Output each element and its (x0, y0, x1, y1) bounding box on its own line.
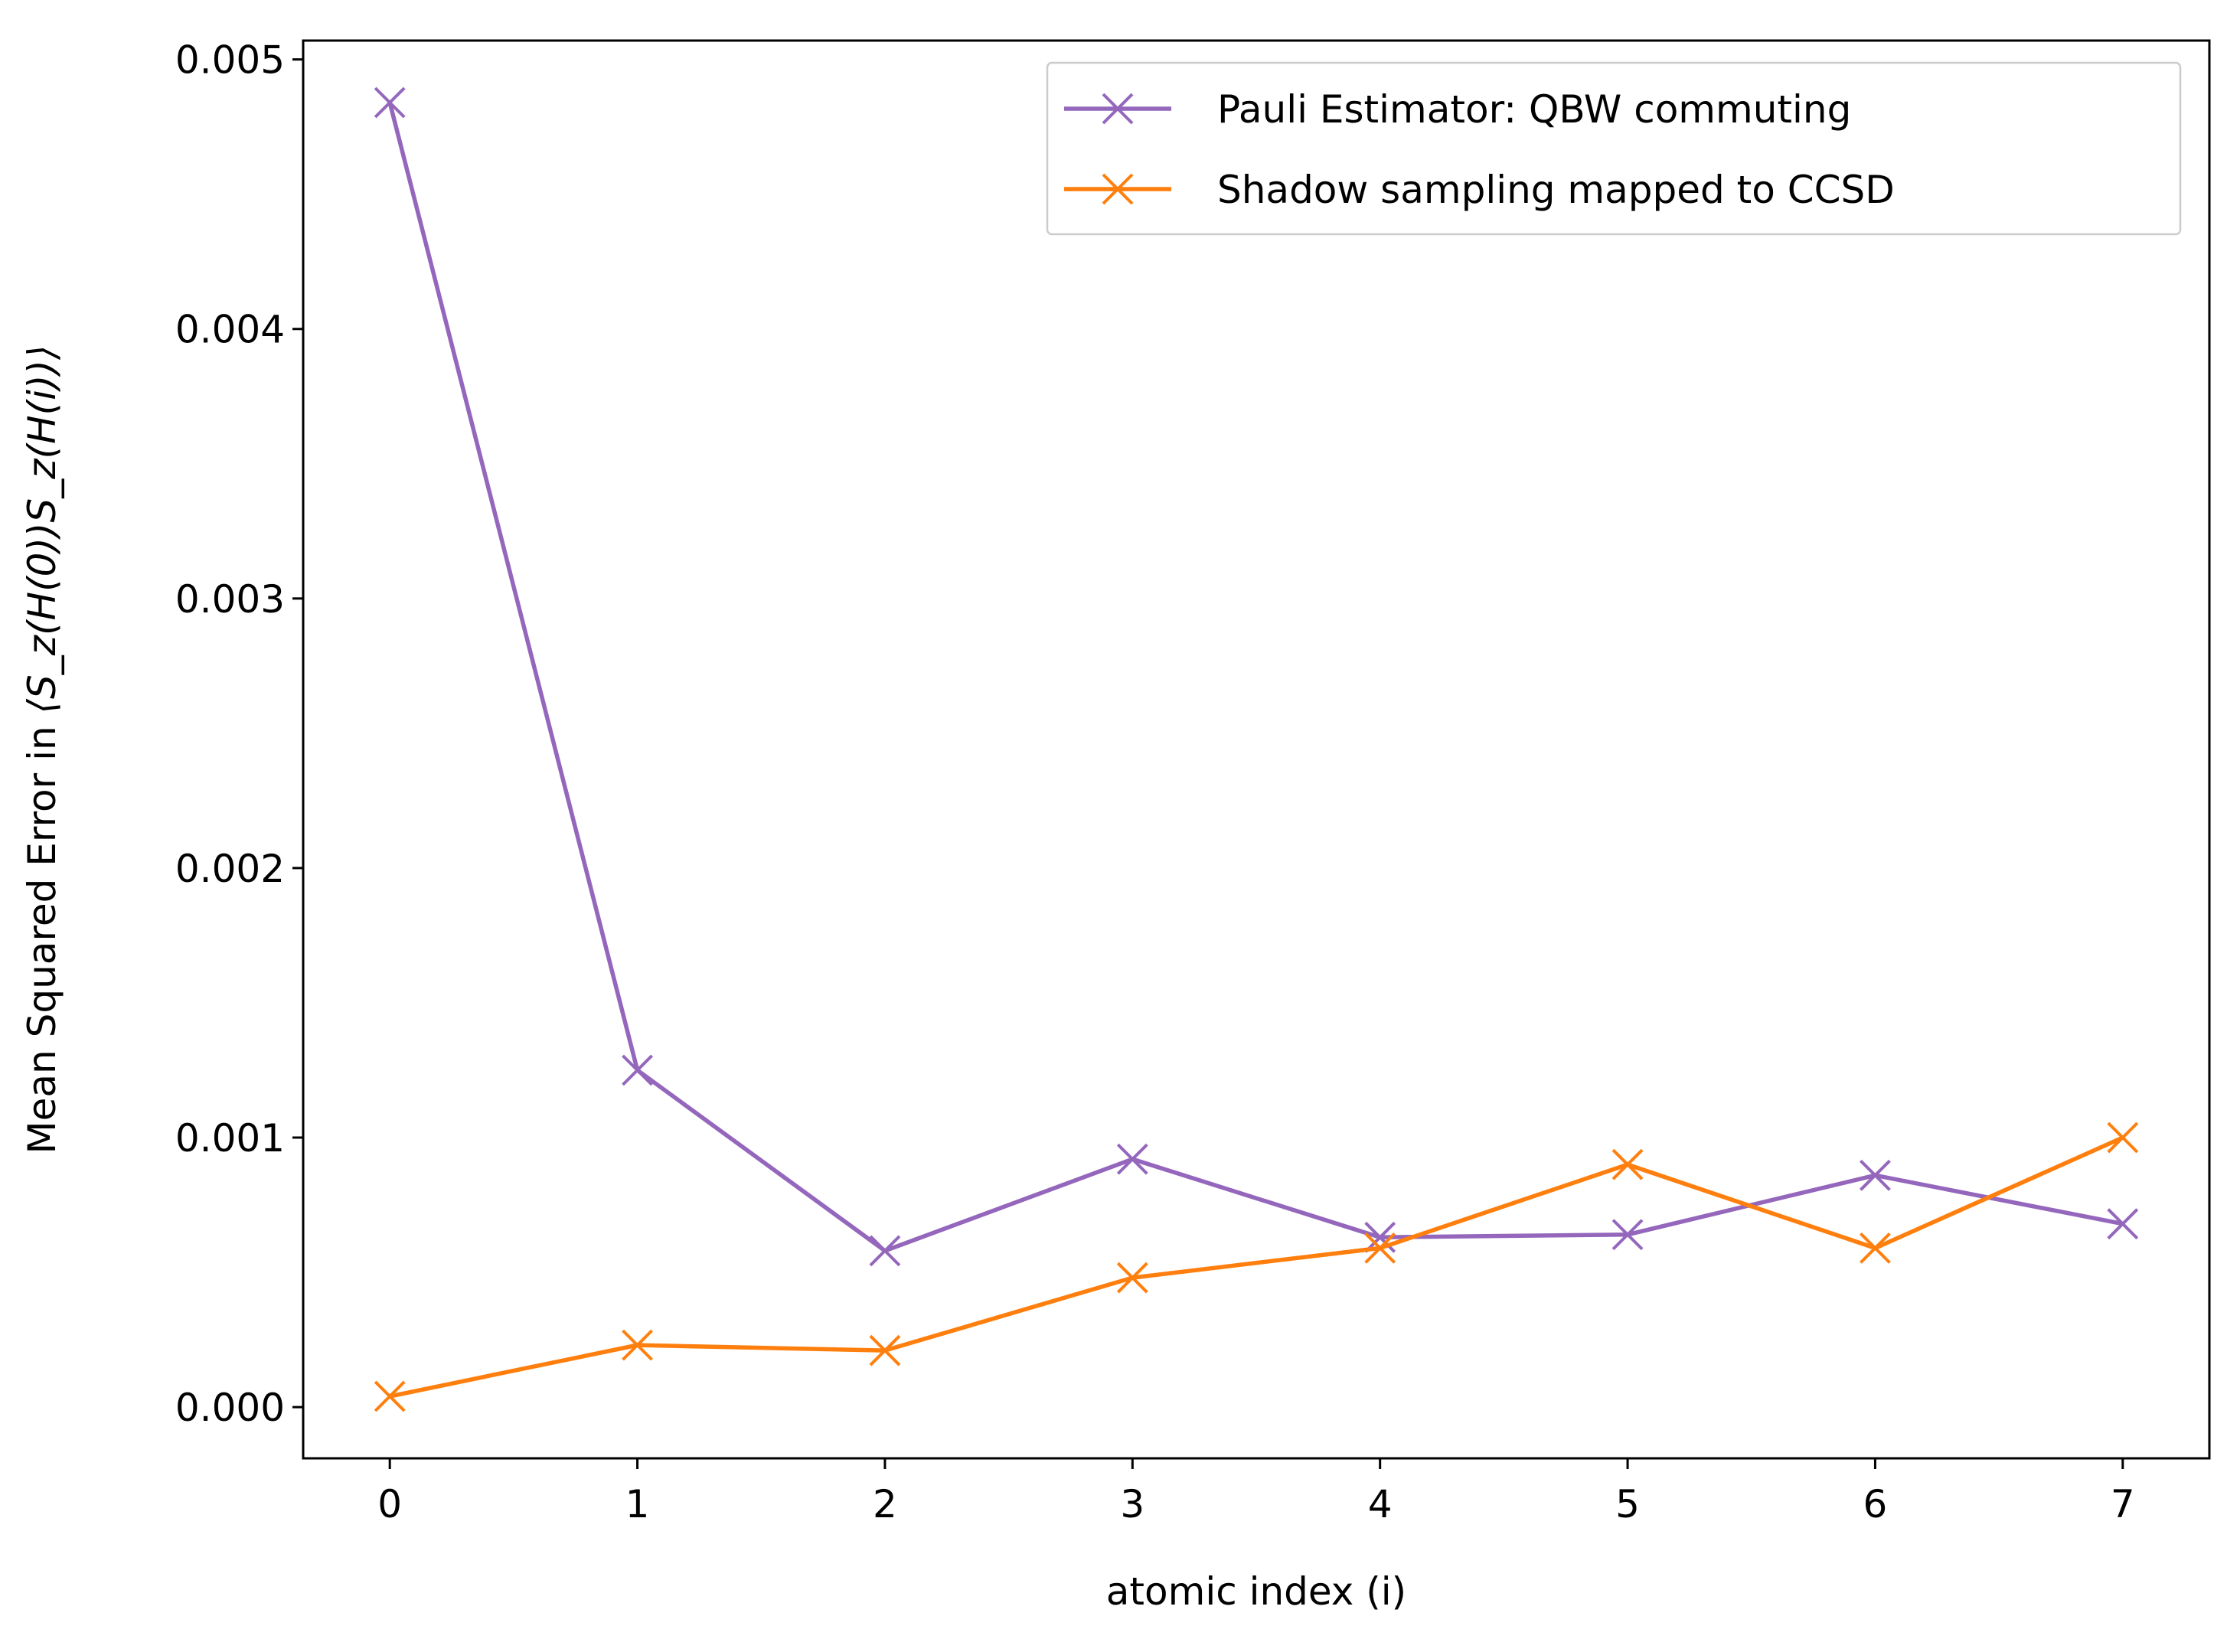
series-0-point (1116, 1143, 1148, 1175)
x-tick-label: 5 (1615, 1482, 1640, 1526)
x-axis: 0 1 2 3 4 5 6 7 (377, 1458, 2135, 1526)
series-1-point (869, 1334, 901, 1366)
y-tick-label: 0.002 (175, 847, 285, 891)
legend-label-1: Shadow sampling mapped to CCSD (1217, 168, 1895, 212)
y-tick-label: 0.001 (175, 1116, 285, 1161)
series-line-1 (387, 1135, 2126, 1399)
series-0-point (622, 1054, 653, 1086)
x-tick-label: 6 (1863, 1482, 1888, 1526)
x-axis-label: atomic index (i) (1106, 1569, 1406, 1614)
y-tick-label: 0.000 (175, 1386, 285, 1430)
x-tick-label: 4 (1368, 1482, 1393, 1526)
series-1-point (374, 1380, 406, 1412)
series-1-point (1611, 1148, 1644, 1180)
y-tick-label: 0.003 (175, 577, 285, 622)
series-0-point (2107, 1208, 2139, 1240)
legend-label-0: Pauli Estimator: QBW commuting (1217, 87, 1851, 132)
x-tick-label: 7 (2111, 1482, 2135, 1526)
y-axis-label: Mean Squared Error in ⟨S_z(H(0))S_z(H(i)… (20, 345, 64, 1154)
series-1-point (1116, 1262, 1148, 1294)
series-0-point (869, 1235, 901, 1267)
x-tick-label: 1 (625, 1482, 650, 1526)
legend: Pauli Estimator: QBW commuting Shadow sam… (1046, 61, 2182, 236)
y-axis-label-prefix: Mean Squared Error in (20, 713, 64, 1154)
series-1-point (2107, 1121, 2139, 1154)
series-1-point (622, 1329, 653, 1361)
y-tick-label: 0.004 (175, 308, 285, 352)
legend-marker-0 (1102, 93, 1134, 125)
series-1-point (1860, 1232, 1891, 1264)
plot-frame (302, 39, 2211, 1460)
series-0-point (1611, 1219, 1644, 1251)
x-tick-label: 0 (377, 1482, 402, 1526)
series-0-point (374, 87, 406, 119)
x-tick-label: 3 (1120, 1482, 1144, 1526)
x-tick-label: 2 (873, 1482, 897, 1526)
series-layer (374, 87, 2139, 1412)
series-line-0 (387, 100, 2126, 1253)
series-1-point (1364, 1232, 1396, 1264)
y-tick-label: 0.005 (175, 38, 285, 83)
y-axis-label-expression: ⟨S_z(H(0))S_z(H(i))⟩ (20, 345, 64, 714)
legend-marker-1 (1102, 173, 1134, 205)
legend-box (1046, 61, 2182, 236)
series-0-point (1860, 1159, 1891, 1191)
y-axis: 0.000 0.001 0.002 0.003 0.004 0.005 (175, 38, 303, 1430)
